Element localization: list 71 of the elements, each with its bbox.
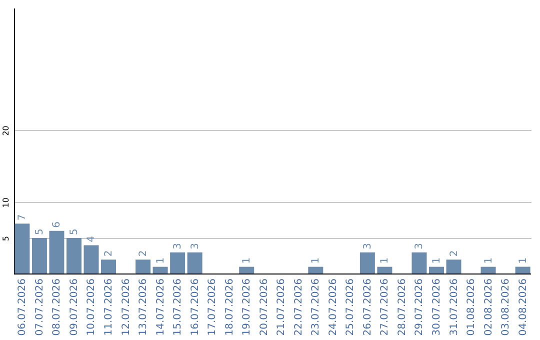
data-label: 3 (172, 243, 184, 250)
bar (239, 266, 254, 274)
x-tick-label: 22.07.2026 (293, 278, 304, 336)
data-label: 1 (380, 257, 391, 264)
y-tick-label: 20 (2, 126, 10, 136)
data-label: 3 (190, 243, 201, 250)
x-tick-label: 20.07.2026 (258, 278, 270, 336)
x-tick-label: 28.07.2026 (396, 278, 408, 336)
x-tick-label: 10.07.2026 (86, 278, 98, 336)
x-tick-label: 18.07.2026 (224, 278, 236, 336)
x-tick-label: 01.08.2026 (466, 278, 478, 336)
bar (187, 252, 202, 274)
data-label: 5 (68, 228, 80, 236)
x-tick-label: 23.07.2026 (310, 278, 322, 336)
bar (136, 260, 151, 274)
x-tick-label: 19.07.2026 (242, 278, 253, 336)
data-label: 1 (483, 257, 494, 264)
data-label: 6 (52, 221, 63, 228)
bar (480, 266, 496, 274)
x-tick-label: 27.07.2026 (380, 278, 391, 336)
bar (14, 224, 30, 274)
bar (32, 238, 47, 274)
x-tick-label: 30.07.2026 (431, 278, 442, 336)
x-tick-label: 09.07.2026 (68, 278, 80, 336)
x-tick-label: 08.07.2026 (52, 278, 63, 336)
bar (49, 230, 64, 274)
bar (170, 252, 186, 274)
x-tick-label: 16.07.2026 (190, 278, 201, 336)
data-label: 7 (17, 214, 28, 221)
data-label: 1 (310, 257, 322, 264)
x-tick-label: 12.07.2026 (120, 278, 132, 336)
x-tick-label: 15.07.2026 (172, 278, 184, 336)
x-tick-label: 21.07.2026 (276, 278, 288, 336)
x-tick-label: 26.07.2026 (362, 278, 374, 336)
x-tick-label: 06.07.2026 (17, 278, 28, 336)
data-label: 2 (138, 250, 150, 257)
bar (515, 266, 530, 274)
y-tick-label: 5 (2, 236, 10, 242)
data-label: 1 (431, 257, 442, 264)
bar (412, 252, 427, 274)
bar (101, 260, 116, 274)
x-tick-label: 11.07.2026 (104, 278, 115, 336)
x-tick-label: 03.08.2026 (500, 278, 512, 336)
data-label: 1 (242, 257, 253, 264)
bar (428, 266, 444, 274)
data-label: 4 (86, 236, 98, 242)
data-label: 5 (34, 228, 46, 236)
bar (446, 260, 462, 274)
x-tick-label: 04.08.2026 (518, 278, 529, 336)
bar (308, 266, 324, 274)
y-tick-label: 10 (2, 198, 10, 208)
bar (360, 252, 375, 274)
data-label: 1 (518, 257, 529, 264)
data-label: 2 (448, 250, 460, 257)
x-tick-label: 17.07.2026 (207, 278, 218, 336)
x-tick-label: 24.07.2026 (328, 278, 339, 336)
data-label: 1 (155, 257, 166, 264)
x-tick-label: 02.08.2026 (483, 278, 494, 336)
data-label: 3 (362, 243, 374, 250)
bar (152, 266, 168, 274)
x-tick-label: 14.07.2026 (155, 278, 166, 336)
bar (66, 238, 82, 274)
bar (377, 266, 392, 274)
x-tick-label: 29.07.2026 (414, 278, 426, 336)
bar (84, 245, 99, 274)
x-tick-label: 07.07.2026 (34, 278, 46, 336)
data-label: 3 (414, 243, 426, 250)
x-tick-label: 31.07.2026 (448, 278, 460, 336)
data-label: 2 (104, 250, 115, 257)
x-tick-label: 25.07.2026 (345, 278, 356, 336)
x-tick-label: 13.07.2026 (138, 278, 150, 336)
